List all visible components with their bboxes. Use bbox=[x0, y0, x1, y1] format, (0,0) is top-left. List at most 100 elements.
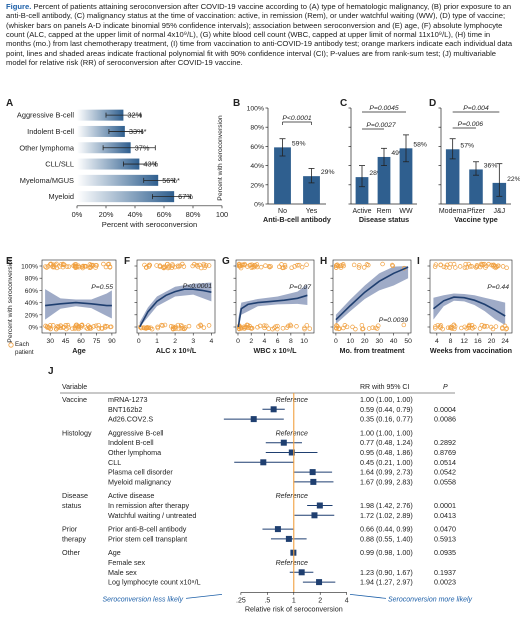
row-label: Myeloid malignancy bbox=[108, 477, 172, 486]
patient-point bbox=[433, 262, 439, 267]
patient-point bbox=[495, 263, 501, 269]
tick-label: 90 bbox=[108, 338, 116, 345]
patient-point bbox=[103, 264, 109, 270]
patient-point bbox=[449, 326, 455, 331]
panel-label-B: B bbox=[233, 98, 240, 109]
patient-point bbox=[447, 325, 453, 330]
rr-value: 1.98 (1.42, 2.76) bbox=[360, 501, 413, 510]
rr-value: 0.99 (0.98, 1.00) bbox=[360, 548, 413, 557]
tick-label: 10 bbox=[300, 338, 308, 345]
patient-point bbox=[469, 264, 474, 269]
patient-point bbox=[294, 324, 299, 329]
rr-point bbox=[311, 512, 318, 519]
p-value: 0.2892 bbox=[434, 438, 456, 447]
data-label: 36% bbox=[484, 162, 498, 169]
patient-point bbox=[341, 325, 346, 331]
direction-arrow bbox=[185, 594, 223, 599]
group-label: therapy bbox=[62, 534, 86, 543]
patient-point bbox=[164, 261, 170, 267]
tick-label: 80% bbox=[25, 276, 38, 283]
data-label: 22% bbox=[507, 176, 520, 183]
bar bbox=[445, 149, 460, 204]
axis-label: Percent with seroconversion bbox=[102, 220, 197, 229]
patient-point bbox=[435, 323, 441, 328]
patient-point bbox=[76, 324, 82, 330]
patient-point bbox=[353, 326, 358, 332]
p-value: P=0.006 bbox=[458, 121, 484, 128]
tick-label: 60% bbox=[25, 288, 38, 295]
caption-text: Percent of patients attaining seroconver… bbox=[6, 2, 513, 68]
rr-value: 0.35 (0.16, 0.77) bbox=[360, 415, 413, 424]
rr-value: 1.00 (1.00, 1.00) bbox=[360, 428, 413, 437]
patient-point bbox=[79, 322, 85, 328]
category-label: Aggressive B-cell bbox=[17, 111, 74, 120]
rr-point bbox=[309, 469, 316, 476]
patient-point bbox=[73, 264, 78, 269]
p-value: 0.0558 bbox=[434, 477, 456, 486]
p-value: P=0.07 bbox=[289, 284, 311, 291]
panel-label-A: A bbox=[6, 98, 13, 109]
data-label: 32% bbox=[127, 111, 142, 120]
patient-point bbox=[503, 326, 509, 332]
patient-point bbox=[170, 324, 176, 330]
rr-value: 0.45 (0.21, 1.00) bbox=[360, 458, 413, 467]
patient-point bbox=[87, 262, 93, 267]
patient-point bbox=[401, 322, 407, 328]
patient-point bbox=[390, 263, 396, 269]
group-label: Vaccine bbox=[62, 395, 87, 404]
patient-point bbox=[307, 326, 313, 331]
rr-value: 1.94 (1.27, 2.97) bbox=[360, 578, 413, 587]
fit-line bbox=[432, 296, 506, 317]
patient-point bbox=[351, 262, 357, 268]
tick-label: Yes bbox=[306, 208, 318, 215]
patient-point bbox=[50, 323, 56, 328]
tick-label: 100% bbox=[21, 264, 38, 271]
panel-label-E: E bbox=[6, 256, 13, 267]
bar bbox=[77, 191, 175, 203]
rr-point bbox=[280, 439, 287, 446]
patient-point bbox=[93, 265, 98, 270]
patient-point bbox=[453, 265, 458, 270]
patient-point bbox=[288, 323, 294, 329]
tick-label: 8 bbox=[289, 338, 293, 345]
row-label: Active disease bbox=[108, 491, 154, 500]
p-value: 0.0086 bbox=[434, 415, 456, 424]
legend-label: Each bbox=[15, 341, 30, 348]
patient-point bbox=[262, 323, 267, 328]
patient-point bbox=[198, 323, 204, 329]
row-label: Log lymphocyte count x10⁹/L bbox=[108, 578, 201, 587]
patient-point bbox=[183, 325, 188, 330]
patient-point bbox=[466, 324, 472, 329]
patient-point bbox=[64, 264, 70, 269]
tick-label: 50 bbox=[404, 338, 412, 345]
confidence-band bbox=[238, 284, 308, 327]
bar bbox=[77, 174, 159, 186]
patient-point bbox=[72, 326, 78, 332]
row-label: mRNA-1273 bbox=[108, 395, 148, 404]
patient-point bbox=[266, 326, 271, 331]
patient-point bbox=[178, 322, 184, 328]
patient-point bbox=[138, 325, 144, 331]
tick-label: 0% bbox=[254, 202, 264, 209]
patient-point bbox=[356, 265, 362, 270]
confidence-band bbox=[45, 289, 112, 320]
group-label: status bbox=[62, 501, 82, 510]
patient-point bbox=[279, 262, 284, 267]
rr-value: 0.59 (0.44, 0.79) bbox=[360, 405, 413, 414]
patient-point bbox=[333, 265, 339, 270]
tick-label: 40% bbox=[25, 300, 38, 307]
category-label: CLL/SLL bbox=[45, 160, 74, 169]
patient-point bbox=[203, 263, 209, 268]
tick-label: 60 bbox=[77, 338, 85, 345]
patient-point bbox=[99, 326, 104, 331]
patient-point bbox=[302, 326, 307, 332]
panel-label-G: G bbox=[222, 256, 230, 267]
bar bbox=[77, 109, 124, 121]
patient-point bbox=[374, 326, 380, 331]
tick-label: 4 bbox=[345, 597, 349, 604]
row-label: Ad26.COV2.S bbox=[108, 415, 153, 424]
patient-point bbox=[437, 324, 443, 329]
tick-label: 30 bbox=[375, 338, 383, 345]
axis-label: Weeks from vaccination bbox=[430, 346, 512, 355]
tick-label: 4 bbox=[435, 338, 439, 345]
